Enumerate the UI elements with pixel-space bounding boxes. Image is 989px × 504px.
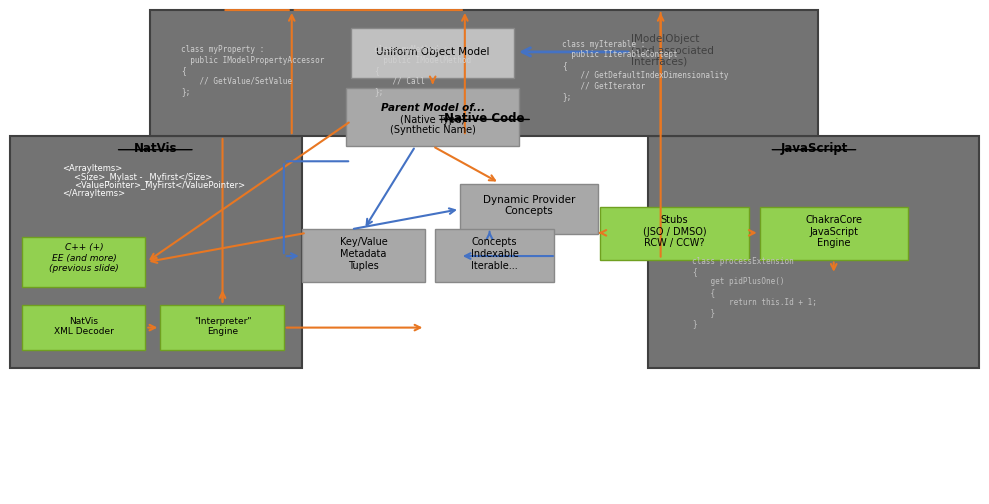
Text: <ValuePointer>_MyFirst</ValuePointer>: <ValuePointer>_MyFirst</ValuePointer> bbox=[74, 181, 245, 190]
Text: NatVis
XML Decoder: NatVis XML Decoder bbox=[54, 317, 114, 336]
Text: (Native Type): (Native Type) bbox=[401, 115, 465, 125]
FancyBboxPatch shape bbox=[351, 28, 514, 78]
Text: class processExtension
{
    get pidPlusOne()
    {
        return this.Id + 1;
: class processExtension { get pidPlusOne(… bbox=[692, 257, 817, 328]
Text: NatVis: NatVis bbox=[134, 142, 177, 155]
Text: (Synthetic Name): (Synthetic Name) bbox=[390, 125, 476, 135]
FancyBboxPatch shape bbox=[460, 184, 598, 234]
Text: Concepts
Indexable
Iterable...: Concepts Indexable Iterable... bbox=[471, 237, 518, 271]
FancyBboxPatch shape bbox=[22, 237, 145, 287]
Text: Key/Value
Metadata
Tuples: Key/Value Metadata Tuples bbox=[339, 237, 388, 271]
Text: class myMethod :
  public IModelMethod
{
    // Call
};: class myMethod : public IModelMethod { /… bbox=[374, 45, 471, 96]
FancyBboxPatch shape bbox=[22, 305, 145, 350]
Text: Dynamic Provider
Concepts: Dynamic Provider Concepts bbox=[483, 195, 576, 216]
FancyBboxPatch shape bbox=[302, 229, 425, 282]
FancyBboxPatch shape bbox=[150, 10, 818, 136]
FancyBboxPatch shape bbox=[346, 88, 519, 146]
Text: <Size>_Mylast - _Myfirst</Size>: <Size>_Mylast - _Myfirst</Size> bbox=[74, 173, 213, 182]
Text: ChakraCore
JavaScript
Engine: ChakraCore JavaScript Engine bbox=[805, 215, 862, 248]
Text: C++ (+)
EE (and more)
(previous slide): C++ (+) EE (and more) (previous slide) bbox=[49, 243, 119, 273]
Text: </ArrayItems>: </ArrayItems> bbox=[62, 188, 126, 198]
FancyBboxPatch shape bbox=[160, 305, 284, 350]
Text: class myIterable :
  public IIterableContept
{
    // GetDefaultIndexDimensional: class myIterable : public IIterableConte… bbox=[562, 40, 728, 101]
Text: Uniform Object Model: Uniform Object Model bbox=[376, 47, 490, 57]
Text: <ArrayItems>: <ArrayItems> bbox=[62, 164, 123, 173]
Text: JavaScript: JavaScript bbox=[780, 142, 848, 155]
FancyBboxPatch shape bbox=[10, 136, 302, 368]
Text: IModelObject
(and associated
Interfaces): IModelObject (and associated Interfaces) bbox=[631, 34, 714, 67]
Text: "Interpreter"
Engine: "Interpreter" Engine bbox=[194, 317, 251, 336]
FancyBboxPatch shape bbox=[600, 207, 749, 260]
Text: Parent Model of...: Parent Model of... bbox=[381, 103, 485, 113]
FancyBboxPatch shape bbox=[760, 207, 908, 260]
FancyBboxPatch shape bbox=[648, 136, 979, 368]
Text: class myProperty :
  public IModelPropertyAccessor
{
    // GetValue/SetValue
};: class myProperty : public IModelProperty… bbox=[181, 45, 324, 96]
FancyBboxPatch shape bbox=[435, 229, 554, 282]
Text: Stubs
(JSO / DMSO)
RCW / CCW?: Stubs (JSO / DMSO) RCW / CCW? bbox=[643, 215, 706, 248]
Text: Native Code: Native Code bbox=[444, 112, 525, 125]
